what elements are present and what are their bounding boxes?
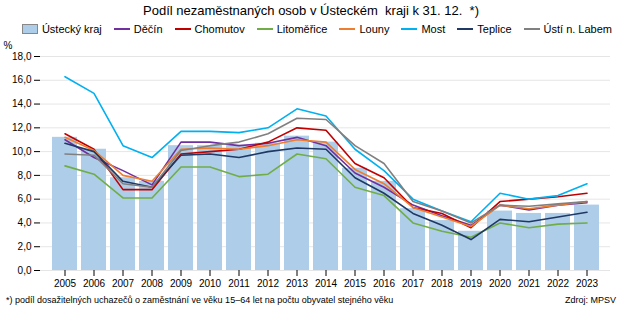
html-text:Podíl nezaměstnaných osob v Ús: Podíl nezaměstnaných osob v Ústeckém kra… bbox=[143, 3, 479, 18]
svg-text:10,0: 10,0 bbox=[12, 146, 32, 157]
svg-text:16,0: 16,0 bbox=[12, 74, 32, 85]
svg-text:2023: 2023 bbox=[576, 278, 599, 289]
html-text:Zdroj: MPSV: Zdroj: MPSV bbox=[565, 295, 616, 305]
svg-text:2008: 2008 bbox=[141, 278, 164, 289]
svg-text:2013: 2013 bbox=[286, 278, 309, 289]
svg-text:14,0: 14,0 bbox=[12, 98, 32, 109]
svg-text:2020: 2020 bbox=[489, 278, 512, 289]
svg-text:6,0: 6,0 bbox=[18, 193, 32, 204]
svg-text:%: % bbox=[4, 40, 13, 51]
svg-text:2007: 2007 bbox=[112, 278, 135, 289]
svg-text:2021: 2021 bbox=[518, 278, 541, 289]
svg-text:2019: 2019 bbox=[460, 278, 483, 289]
html-text:Ústecký kraj: Ústecký kraj bbox=[41, 23, 102, 35]
svg-text:8,0: 8,0 bbox=[18, 170, 32, 181]
svg-text:2009: 2009 bbox=[170, 278, 193, 289]
svg-text:2005: 2005 bbox=[54, 278, 77, 289]
html-text:Most: Most bbox=[421, 23, 446, 35]
html-text:Louny: Louny bbox=[359, 23, 390, 35]
svg-text:2015: 2015 bbox=[344, 278, 367, 289]
svg-text:18,0: 18,0 bbox=[12, 51, 32, 62]
svg-text:2018: 2018 bbox=[431, 278, 454, 289]
svg-text:2011: 2011 bbox=[228, 278, 250, 289]
svg-text:2006: 2006 bbox=[83, 278, 106, 289]
html-text:Děčín: Děčín bbox=[133, 23, 163, 35]
html-text:Teplice: Teplice bbox=[477, 23, 512, 35]
svg-text:0,0: 0,0 bbox=[18, 265, 32, 276]
svg-text:12,0: 12,0 bbox=[12, 122, 32, 133]
svg-text:2,0: 2,0 bbox=[18, 241, 32, 252]
svg-text:4,0: 4,0 bbox=[18, 217, 32, 228]
svg-text:2010: 2010 bbox=[199, 278, 222, 289]
html-text:Chomutov: Chomutov bbox=[194, 23, 245, 35]
html-text:Ústí n. Labem: Ústí n. Labem bbox=[543, 23, 612, 35]
svg-text:2012: 2012 bbox=[257, 278, 280, 289]
html-text:*) podíl dosažitelných uchazeč: *) podíl dosažitelných uchazečů o zaměst… bbox=[6, 295, 394, 305]
svg-text:2014: 2014 bbox=[315, 278, 338, 289]
svg-text:2022: 2022 bbox=[547, 278, 570, 289]
html-text:Litoměřice: Litoměřice bbox=[276, 23, 328, 35]
svg-text:2017: 2017 bbox=[402, 278, 425, 289]
svg-text:2016: 2016 bbox=[373, 278, 396, 289]
